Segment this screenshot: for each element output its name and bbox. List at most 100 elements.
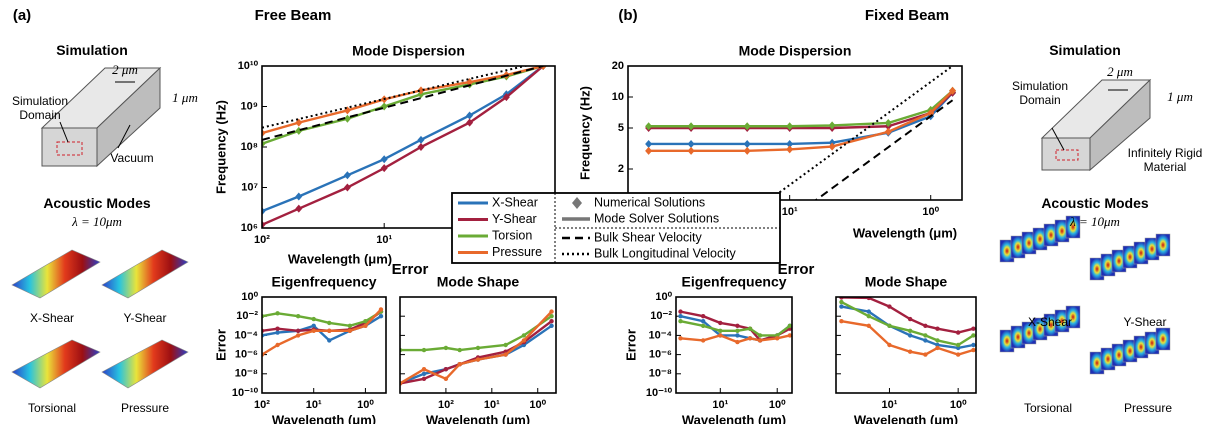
series-line: [400, 315, 553, 352]
y-tick-label: 10⁻¹⁰: [646, 387, 673, 399]
reference-line: [767, 66, 954, 200]
marker: [549, 319, 554, 324]
modes-title: Acoustic Modes: [43, 195, 151, 211]
marker: [907, 316, 913, 322]
right-sim-beam: [1040, 78, 1152, 172]
plot-area: [628, 66, 962, 200]
marker: [503, 342, 508, 348]
marker: [645, 122, 653, 131]
marker: [421, 376, 427, 382]
x-tick-label: 10⁰: [922, 206, 939, 218]
marker: [935, 326, 940, 331]
mode-label: Y-Shear: [1123, 315, 1167, 329]
marker: [828, 142, 836, 151]
marker: [700, 338, 706, 343]
dim-label: 2 μm: [1107, 64, 1133, 79]
mode-label: X-Shear: [29, 311, 75, 325]
marker: [787, 323, 792, 328]
x-tick-label: 10²: [254, 234, 270, 246]
reference-line: [262, 66, 544, 141]
legend-swatch: [572, 197, 582, 209]
marker: [363, 323, 368, 328]
marker: [347, 323, 353, 328]
dim-label: 1 μm: [1167, 89, 1193, 104]
marker: [295, 118, 303, 127]
y-tick-label: 5: [618, 122, 624, 134]
marker: [295, 192, 303, 201]
plot-frame: [261, 296, 387, 394]
marker: [645, 139, 653, 148]
chart-title: Mode Shape: [437, 274, 520, 290]
marker: [887, 323, 892, 328]
x-axis-label: Wavelength (μm): [426, 412, 530, 424]
marker: [475, 357, 481, 362]
legend-label: Bulk Longitudinal Velocity: [594, 246, 737, 260]
x-tick-label: 10²: [254, 399, 270, 411]
marker: [955, 352, 961, 357]
y-tick-label: 10⁻⁴: [649, 329, 672, 341]
marker: [866, 323, 871, 328]
y-tick-label: 10⁻⁶: [235, 349, 258, 361]
marker: [687, 146, 695, 155]
marker: [380, 164, 388, 173]
y-tick-label: 10⁻⁶: [649, 349, 672, 361]
marker: [378, 314, 384, 319]
marker: [417, 135, 425, 144]
marker: [949, 86, 957, 95]
mode-label: Torsional: [27, 401, 77, 415]
marker: [503, 352, 508, 357]
marker: [443, 376, 449, 382]
marker: [262, 220, 266, 228]
marker: [466, 118, 474, 127]
legend-label: Torsion: [492, 228, 532, 242]
marker: [786, 139, 794, 148]
marker: [971, 347, 976, 353]
y-tick-label: 10⁹: [241, 100, 258, 112]
marker: [417, 143, 425, 151]
right-mode-images: [999, 215, 1171, 375]
marker: [443, 367, 449, 372]
surround-label: Infinitely Rigid Material: [1127, 146, 1203, 174]
series-line: [841, 305, 974, 350]
marker: [645, 146, 653, 155]
marker: [457, 362, 462, 367]
dim-label: 1 μm: [172, 90, 198, 105]
marker: [887, 342, 892, 348]
marker: [343, 183, 351, 192]
section-title: Fixed Beam: [864, 7, 950, 24]
marker: [687, 139, 695, 148]
x-tick-label: 10¹: [376, 234, 392, 246]
marker: [275, 311, 280, 316]
legend-label: Bulk Shear Velocity: [594, 230, 702, 244]
chart-title: Mode Shape: [865, 274, 948, 290]
plot-frame: [399, 296, 557, 394]
x-axis-label: Wavelength (μm): [854, 412, 958, 424]
marker: [311, 316, 316, 322]
section-title: Free Beam: [254, 7, 332, 24]
marker: [923, 323, 928, 328]
mode-label: Torsional: [1023, 401, 1073, 415]
mode-label: Y-Shear: [123, 311, 167, 325]
x-tick-label: 10⁰: [357, 399, 374, 411]
marker: [757, 333, 763, 338]
marker: [700, 323, 706, 328]
slice: [1065, 305, 1081, 329]
marker: [743, 146, 751, 155]
marker: [443, 345, 449, 351]
x-tick-label: 10¹: [712, 399, 728, 411]
marker: [743, 122, 751, 131]
marker: [295, 204, 303, 213]
marker: [866, 314, 871, 319]
marker: [363, 319, 368, 324]
series-line: [680, 320, 791, 337]
marker: [923, 338, 928, 343]
marker: [718, 320, 723, 326]
marker: [421, 371, 427, 376]
x-axis-label: Wavelength (μm): [853, 225, 957, 240]
marker: [907, 328, 913, 334]
legend-label: Mode Solver Solutions: [594, 211, 719, 225]
marker: [955, 330, 961, 335]
marker: [466, 111, 474, 120]
y-tick-label: 10⁰: [241, 291, 258, 303]
marker: [327, 320, 332, 326]
